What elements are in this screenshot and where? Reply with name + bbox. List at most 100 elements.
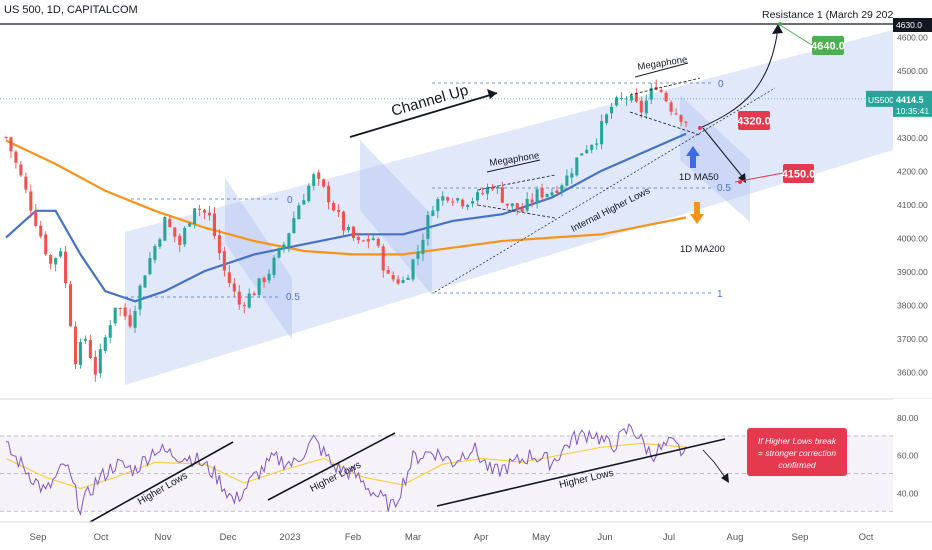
candle-body bbox=[550, 192, 554, 196]
price-tick-label: 4200.00 bbox=[897, 167, 928, 177]
candle-body bbox=[570, 173, 574, 178]
fib-0-label-b: 0 bbox=[718, 79, 724, 90]
candle-body bbox=[421, 239, 425, 254]
time-tick-label: Apr bbox=[474, 532, 489, 543]
candle-body bbox=[639, 100, 643, 113]
candle-body bbox=[267, 273, 271, 281]
time-tick-label: Feb bbox=[345, 532, 361, 543]
candle-body bbox=[644, 100, 648, 114]
candle-body bbox=[19, 164, 23, 176]
countdown-label: 10:35:41 bbox=[896, 106, 929, 116]
candle-body bbox=[332, 202, 336, 211]
candle-body bbox=[634, 93, 638, 102]
candle-body bbox=[619, 98, 624, 100]
candle-body bbox=[232, 283, 236, 292]
candle-body bbox=[24, 176, 28, 190]
candle-body bbox=[456, 198, 460, 201]
candle-body bbox=[227, 272, 231, 284]
candle-body bbox=[123, 307, 127, 317]
rsi-signal-line bbox=[5, 442, 687, 490]
candle-body bbox=[153, 246, 157, 260]
time-tick-label: May bbox=[532, 532, 550, 543]
rsi-note-line-2: = stronger correction bbox=[758, 448, 836, 458]
candle-body bbox=[337, 210, 341, 212]
time-tick-label: Oct bbox=[859, 532, 874, 543]
candle-body bbox=[461, 199, 465, 207]
candle-body bbox=[287, 233, 291, 247]
candle-body bbox=[178, 235, 182, 245]
target-mid-dot bbox=[698, 126, 702, 130]
price-tick-label: 4600.00 bbox=[897, 33, 928, 43]
candle-body bbox=[500, 187, 504, 203]
target-high-label: 4640.0 bbox=[811, 41, 845, 53]
candle-body bbox=[54, 258, 58, 265]
candle-body bbox=[555, 190, 559, 193]
time-tick-label: Sep bbox=[792, 532, 809, 543]
candle-body bbox=[664, 92, 668, 102]
rsi-note-line-3: confirmed bbox=[778, 460, 816, 470]
candle-body bbox=[515, 203, 519, 210]
time-tick-label: 2023 bbox=[279, 532, 300, 543]
candle-body bbox=[540, 187, 544, 198]
ma200-line bbox=[5, 139, 687, 256]
candle-body bbox=[128, 315, 132, 327]
candle-body bbox=[108, 325, 112, 338]
candle-body bbox=[510, 203, 514, 207]
candle-body bbox=[490, 186, 494, 190]
candle-body bbox=[366, 238, 370, 242]
time-tick-label: Dec bbox=[220, 532, 237, 543]
candle-body bbox=[317, 172, 321, 179]
candle-body bbox=[188, 223, 192, 227]
candle-body bbox=[471, 201, 475, 204]
candle-body bbox=[133, 310, 137, 328]
candle-body bbox=[595, 143, 599, 145]
candle-body bbox=[113, 307, 117, 324]
candle-body bbox=[391, 274, 395, 280]
target-low-label: 4150.0 bbox=[782, 169, 816, 181]
candle-body bbox=[580, 153, 584, 156]
candle-body bbox=[396, 279, 400, 284]
target-low-connector bbox=[734, 172, 784, 183]
target-low-dot bbox=[738, 180, 742, 184]
candle-body bbox=[143, 275, 147, 288]
candle-body bbox=[217, 235, 221, 254]
candle-body bbox=[575, 157, 579, 176]
candle-body bbox=[158, 239, 162, 247]
candle-body bbox=[610, 106, 614, 114]
candle-body bbox=[351, 226, 355, 238]
candle-body bbox=[212, 213, 217, 236]
candle-body bbox=[659, 89, 663, 92]
candle-body bbox=[307, 185, 311, 202]
candle-body bbox=[193, 208, 197, 224]
candle-body bbox=[168, 218, 172, 228]
candle-body bbox=[466, 204, 470, 208]
candle-body bbox=[649, 88, 653, 100]
rsi-tick-label: 60.00 bbox=[897, 451, 919, 461]
target-high-connector bbox=[779, 24, 816, 48]
candle-body bbox=[426, 215, 430, 239]
target-mid-label: 4320.0 bbox=[737, 116, 771, 128]
candle-body bbox=[585, 149, 589, 154]
ma50-line bbox=[5, 132, 687, 303]
candles bbox=[4, 79, 688, 382]
candle-body bbox=[59, 251, 63, 257]
time-tick-label: Aug bbox=[727, 532, 744, 543]
candle-body bbox=[406, 277, 410, 281]
candle-body bbox=[207, 212, 212, 216]
candle-body bbox=[327, 185, 331, 203]
candle-body bbox=[431, 210, 435, 216]
candle-body bbox=[118, 307, 122, 310]
candle-body bbox=[203, 209, 207, 213]
candle-body bbox=[98, 349, 102, 374]
candle-body bbox=[83, 338, 87, 341]
ma50-arrow bbox=[686, 146, 700, 168]
rsi-line bbox=[5, 423, 687, 516]
candle-body bbox=[520, 208, 524, 212]
rsi-higher-lows-line-2 bbox=[267, 432, 396, 501]
candle-body bbox=[525, 199, 529, 211]
candle-body bbox=[247, 293, 251, 308]
channel-up-arrowhead bbox=[487, 89, 497, 99]
candle-body bbox=[411, 259, 415, 280]
candle-body bbox=[441, 196, 445, 201]
